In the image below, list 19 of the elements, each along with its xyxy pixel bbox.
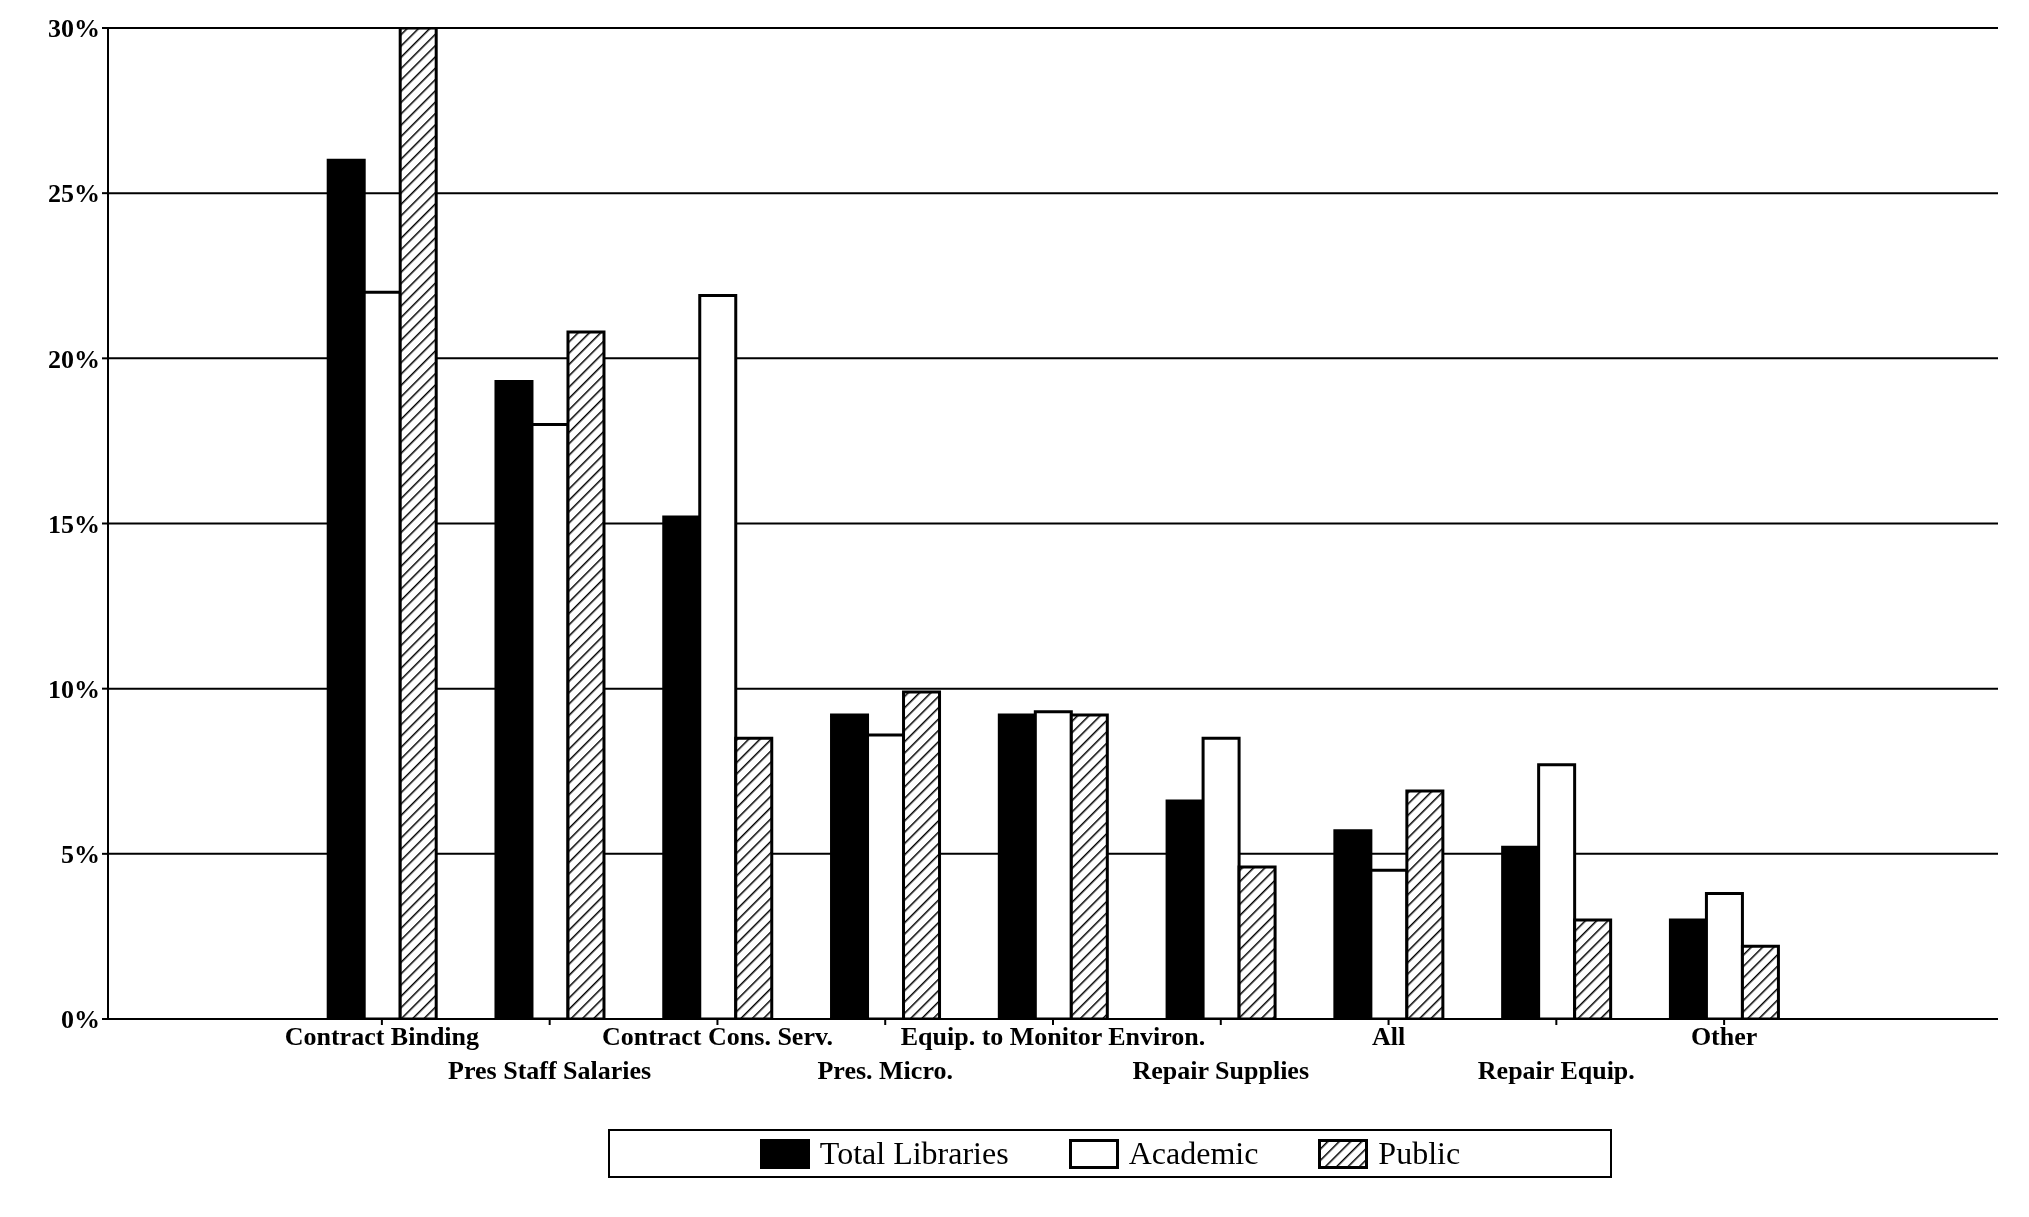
y-tick-label: 5% [61, 840, 100, 870]
y-tick-label: 0% [61, 1005, 100, 1035]
x-tick-label: Repair Equip. [1477, 1056, 1635, 1085]
y-tick-label: 30% [48, 14, 100, 44]
y-tick-label: 25% [48, 179, 100, 209]
x-tick-label: Pres. Micro. [817, 1056, 953, 1085]
x-tick-label: All [1371, 1022, 1406, 1051]
y-tick-label: 20% [48, 344, 100, 374]
x-tick-label: Equip. to Monitor Environ. [900, 1022, 1206, 1051]
y-tick-label: 15% [48, 509, 100, 539]
x-tick-label: Repair Supplies [1132, 1056, 1310, 1085]
legend-label: Academic [1127, 1135, 1259, 1172]
x-tick-label: Other [1690, 1022, 1758, 1051]
x-tick-label: Pres Staff Salaries [448, 1056, 652, 1085]
legend-label: Public [1377, 1135, 1461, 1172]
x-tick-label: Contract Cons. Serv. [601, 1022, 833, 1051]
legend-label: Total Libraries [818, 1135, 1009, 1172]
x-tick-label: Contract Binding [284, 1022, 480, 1051]
y-tick-label: 10% [48, 674, 100, 704]
